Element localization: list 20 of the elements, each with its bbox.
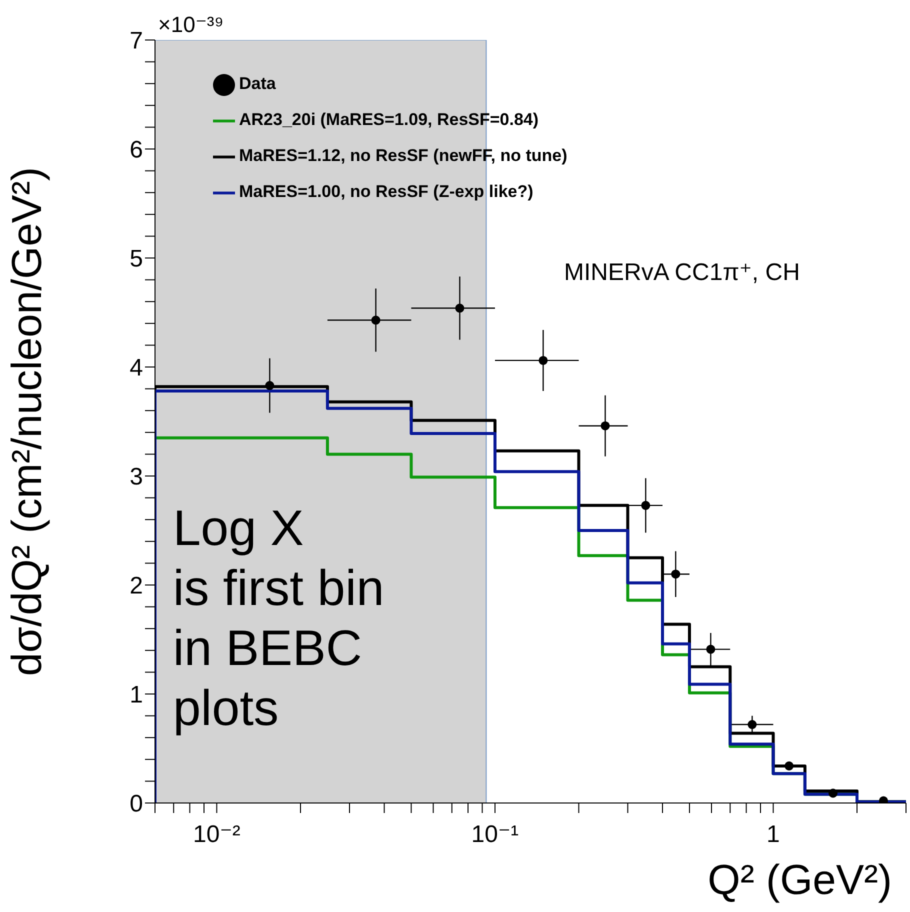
y-tick-label: 6 xyxy=(130,136,143,164)
y-tick-label: 2 xyxy=(130,572,143,600)
legend-label: MaRES=1.12, no ResSF (newFF, no tune) xyxy=(239,146,568,165)
x-tick-label: 10⁻¹ xyxy=(471,821,519,848)
y-tick-label: 7 xyxy=(130,28,143,55)
y-tick-label: 5 xyxy=(130,246,143,273)
y-tick-label: 3 xyxy=(130,464,143,491)
annotation: MINERvA CC1π⁺, CH xyxy=(564,258,800,287)
legend-label: AR23_20i (MaRES=1.09, ResSF=0.84) xyxy=(239,110,539,129)
y-tick-label: 0 xyxy=(130,790,143,818)
legend-label: MaRES=1.00, no ResSF (Z-exp like?) xyxy=(239,182,534,201)
x-tick-label: 10⁻² xyxy=(193,821,240,848)
band-label: Log X is first bin in BEBC plots xyxy=(173,500,384,736)
x-tick-label: 1 xyxy=(766,821,780,848)
x-axis-title: Q² (GeV²) xyxy=(708,856,892,903)
y-axis-title: dσ/dQ² (cm²/nucleon/GeV²) xyxy=(2,166,50,676)
legend-label: Data xyxy=(239,74,276,93)
y-tick-label: 4 xyxy=(130,354,143,382)
text: ×10⁻³⁹ xyxy=(158,12,224,38)
y-tick-label: 1 xyxy=(130,682,143,709)
